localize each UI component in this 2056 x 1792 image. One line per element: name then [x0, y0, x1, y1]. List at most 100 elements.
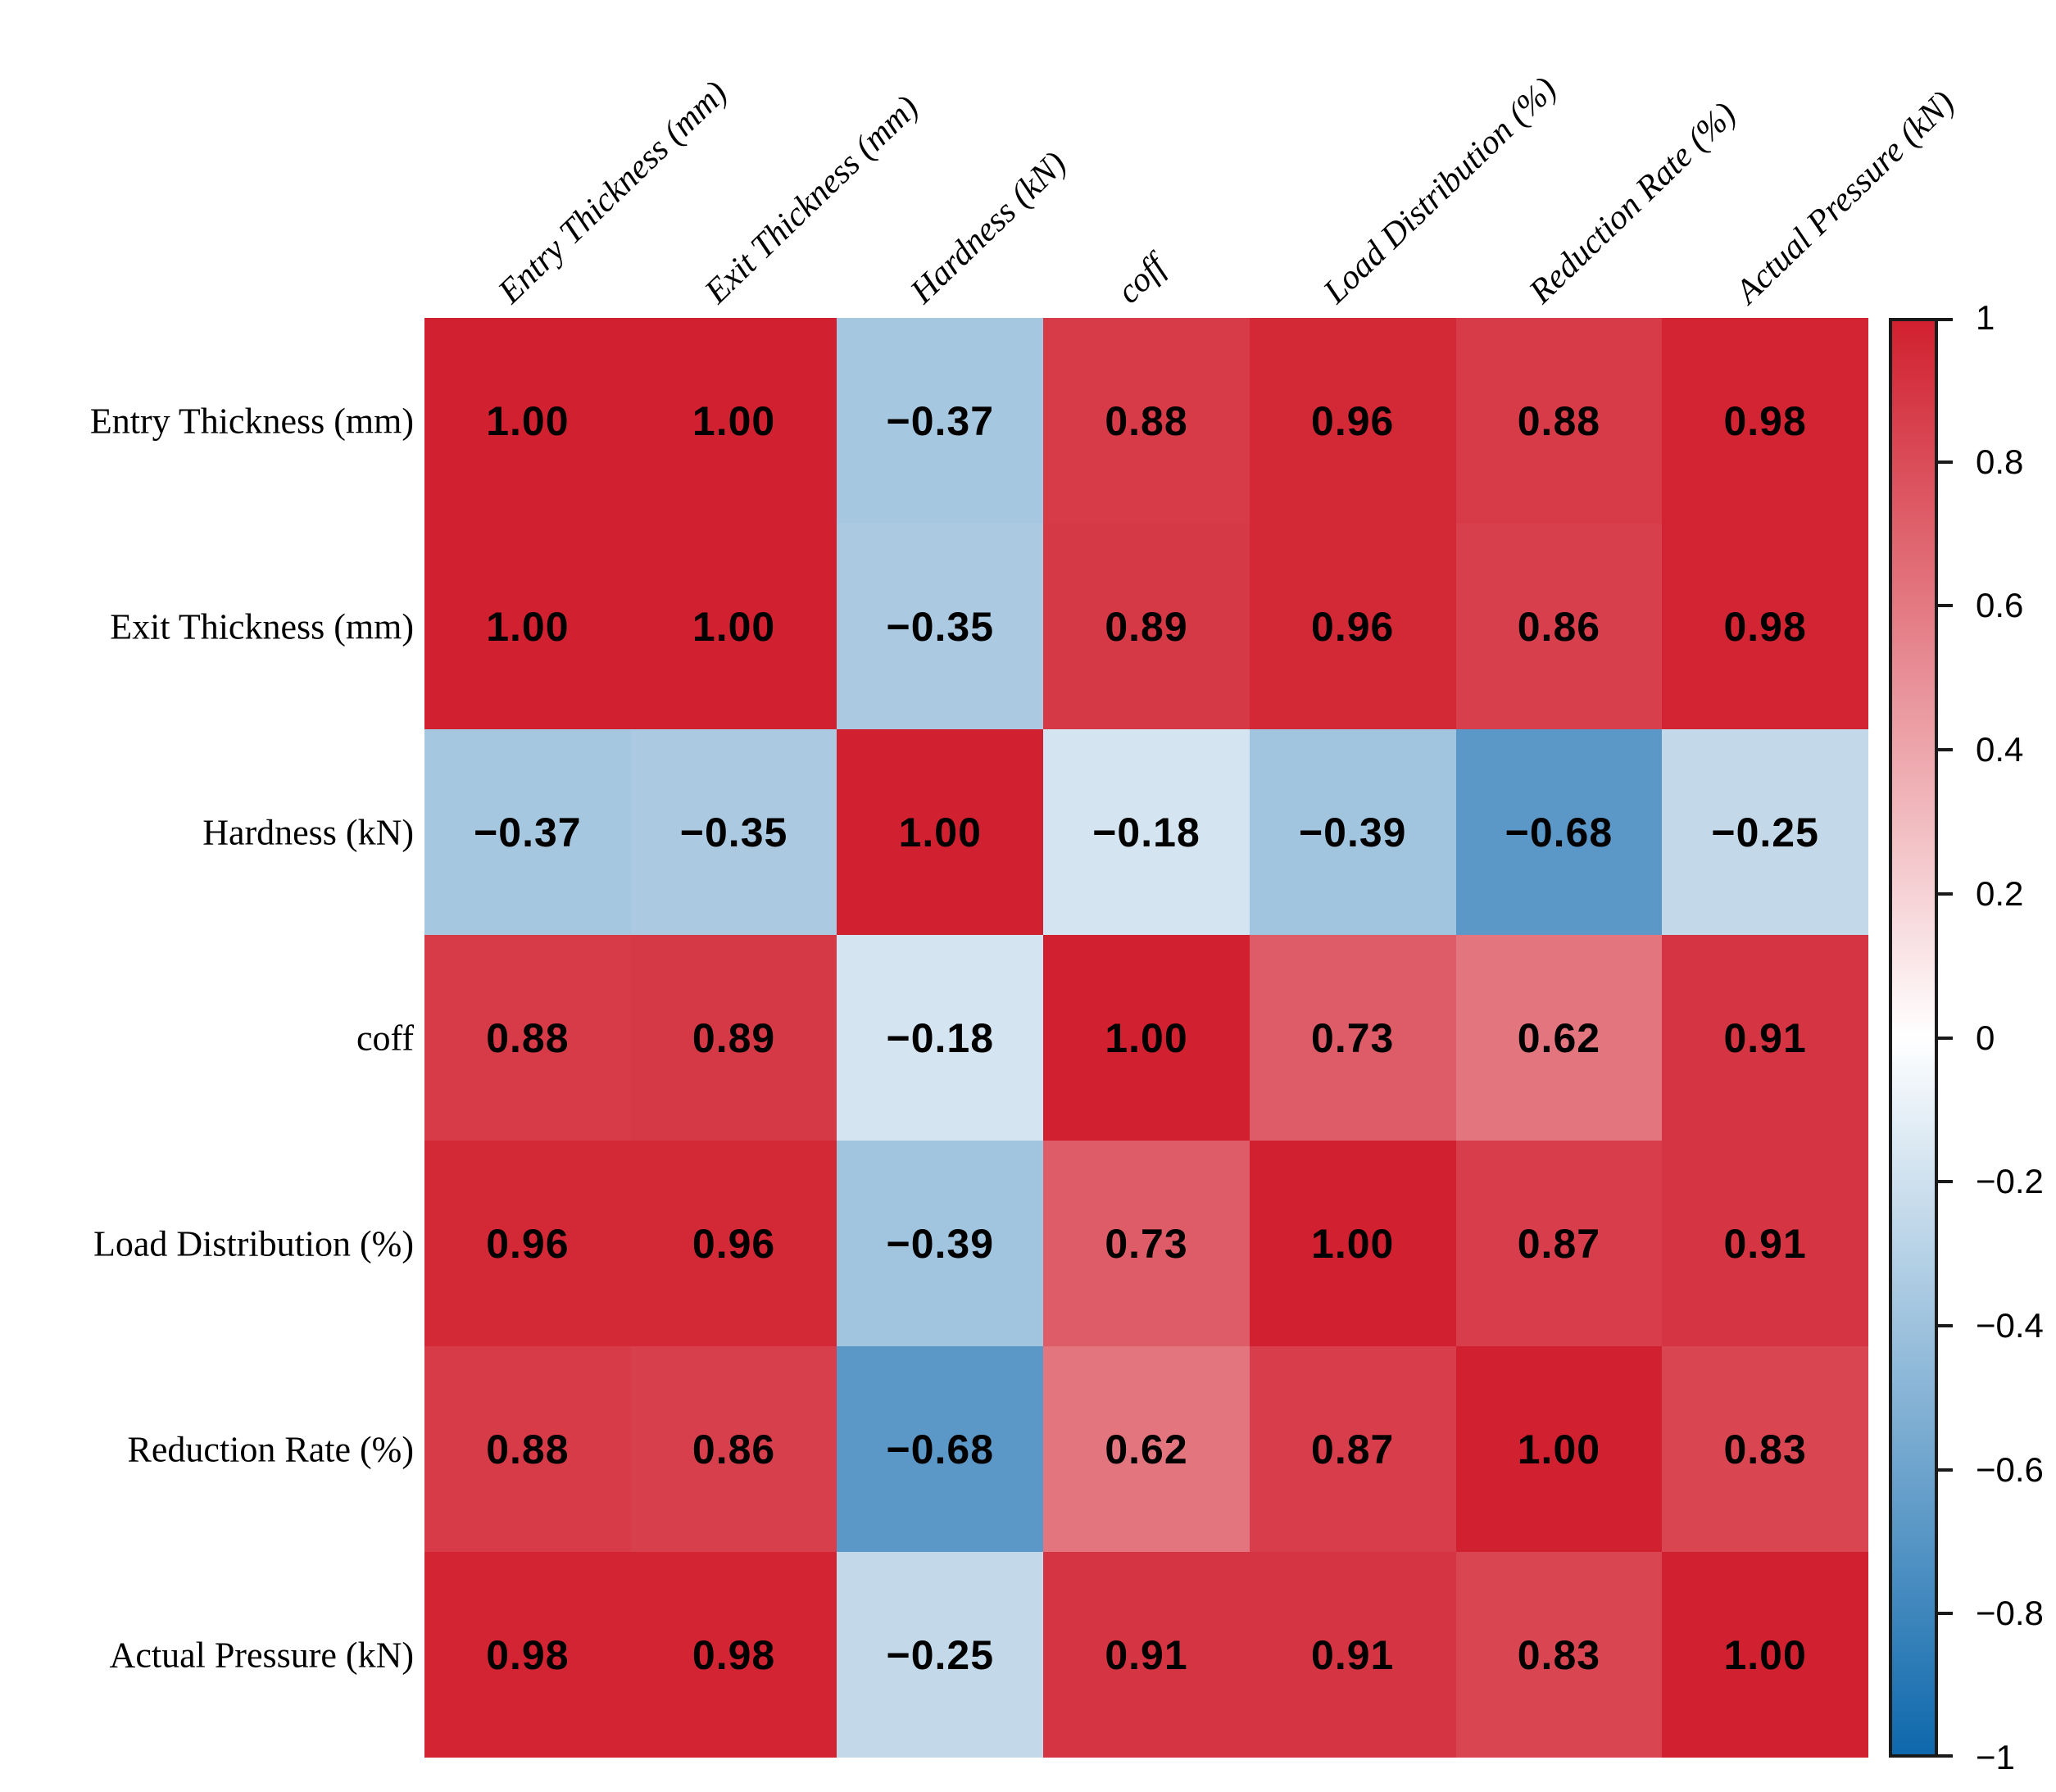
cell-value: 1.00: [1517, 1426, 1601, 1472]
cell-value: −0.25: [886, 1631, 995, 1678]
cell-value: 0.89: [1105, 603, 1188, 650]
cell-value: 0.88: [486, 1426, 570, 1472]
cell-value: 0.86: [692, 1426, 776, 1472]
cell-value: 0.98: [1723, 397, 1807, 444]
colorbar-tick: [1938, 1612, 1953, 1616]
cell-value: 0.88: [486, 1014, 570, 1061]
cell-value: 0.91: [1723, 1014, 1807, 1061]
heatmap-cell: −0.68: [837, 1346, 1044, 1552]
heatmap-cell: 1.00: [1662, 1552, 1868, 1758]
cell-value: 0.88: [1105, 397, 1188, 444]
heatmap-cell: −0.25: [837, 1552, 1044, 1758]
heatmap-cell: 1.00: [1249, 1141, 1456, 1346]
colorbar-tick-label: 0.8: [1976, 442, 2024, 481]
heatmap-cell: 0.91: [1662, 1141, 1868, 1346]
heatmap-cell: 0.89: [630, 935, 837, 1141]
heatmap-cell: 0.73: [1249, 935, 1456, 1141]
colorbar-tick: [1938, 1180, 1953, 1184]
heatmap-cell: −0.37: [424, 729, 631, 935]
cell-value: −0.35: [886, 603, 995, 650]
colorbar-tick: [1938, 318, 1953, 321]
heatmap-cell: −0.68: [1455, 729, 1663, 935]
heatmap-cell: 1.00: [424, 524, 631, 729]
column-label: Entry Thickness (mm): [491, 74, 735, 311]
colorbar-tick-label: −0.6: [1976, 1449, 2044, 1489]
cell-value: 1.00: [486, 603, 570, 650]
cell-value: 0.91: [1723, 1220, 1807, 1267]
colorbar-tick: [1938, 1323, 1953, 1327]
cell-value: 0.87: [1311, 1426, 1395, 1472]
cell-value: 0.98: [486, 1631, 570, 1678]
heatmap-cell: 0.91: [1043, 1552, 1250, 1758]
column-label: Actual Pressure (kN): [1728, 84, 1963, 311]
row-label: Exit Thickness (mm): [110, 606, 414, 646]
heatmap-cell: −0.39: [1249, 729, 1456, 935]
heatmap-cell: 1.00: [424, 318, 631, 524]
heatmap-cell: 0.87: [1455, 1141, 1663, 1346]
cell-value: −0.39: [886, 1220, 995, 1267]
cell-value: 0.83: [1517, 1631, 1601, 1678]
colorbar-tick: [1938, 891, 1953, 896]
cell-value: 0.91: [1311, 1631, 1395, 1678]
heatmap-cell: 1.00: [630, 318, 837, 524]
heatmap-cell: 0.83: [1662, 1346, 1868, 1552]
heatmap-cell: 0.86: [630, 1346, 837, 1552]
heatmap-cell: 0.96: [424, 1141, 631, 1346]
colorbar-tick-label: −0.4: [1976, 1305, 2044, 1345]
heatmap-cell: −0.18: [837, 935, 1044, 1141]
colorbar-tick: [1938, 1754, 1953, 1758]
colorbar-tick: [1938, 604, 1953, 608]
heatmap-cell: 0.96: [1249, 318, 1456, 524]
cell-value: 0.98: [692, 1631, 776, 1678]
row-label: Hardness (kN): [202, 812, 414, 852]
cell-value: 1.00: [486, 397, 570, 444]
heatmap-grid: 1.00 1.00 −0.37 0.88 0.96 0.88 0.98 1.00 1.00 −0.…: [424, 318, 1868, 1758]
heatmap-cell: 0.98: [424, 1552, 631, 1758]
cell-value: 0.98: [1723, 603, 1807, 650]
colorbar-tick-label: −0.8: [1976, 1594, 2044, 1633]
row-label: coff: [356, 1018, 414, 1058]
heatmap-cell: 0.87: [1249, 1346, 1456, 1552]
cell-value: 0.91: [1105, 1631, 1188, 1678]
cell-value: 0.73: [1105, 1220, 1188, 1267]
heatmap-cell: 0.89: [1043, 524, 1250, 729]
heatmap-cell: 0.86: [1455, 524, 1663, 729]
cell-value: −0.68: [886, 1426, 995, 1472]
colorbar-tick-label: −1: [1976, 1738, 2015, 1776]
colorbar-tick: [1938, 460, 1953, 464]
cell-value: 1.00: [1723, 1631, 1807, 1678]
column-label: Exit Thickness (mm): [697, 88, 926, 311]
cell-value: −0.25: [1711, 809, 1819, 855]
heatmap-cell: 1.00: [630, 524, 837, 729]
heatmap-cell: 0.98: [1662, 318, 1868, 524]
cell-value: 0.83: [1723, 1426, 1807, 1472]
heatmap-cell: −0.37: [837, 318, 1044, 524]
cell-value: 1.00: [1105, 1014, 1188, 1061]
cell-value: −0.68: [1505, 809, 1613, 855]
colorbar-tick-label: −0.2: [1976, 1162, 2044, 1201]
heatmap-cell: 0.83: [1455, 1552, 1663, 1758]
heatmap-cell: 0.88: [424, 935, 631, 1141]
heatmap-cell: 0.91: [1249, 1552, 1456, 1758]
heatmap-cell: −0.25: [1662, 729, 1868, 935]
colorbar-ticks: 1 0.8 0.6 0.4 0.2 0 −0.2 −0.4 −0.6 −0.8 −1: [1889, 298, 2053, 1776]
cell-value: 0.96: [1311, 397, 1395, 444]
heatmap-cell: 0.96: [630, 1141, 837, 1346]
heatmap-cell: 0.96: [1249, 524, 1456, 729]
cell-value: −0.37: [886, 397, 995, 444]
cell-value: 0.86: [1517, 603, 1601, 650]
cell-value: 0.88: [1517, 397, 1601, 444]
cell-value: 0.96: [692, 1220, 776, 1267]
row-labels: Entry Thickness (mm) Exit Thickness (mm) H…: [0, 318, 414, 1758]
cell-value: −0.18: [886, 1014, 995, 1061]
heatmap-cell: −0.35: [630, 729, 837, 935]
cell-value: 0.96: [486, 1220, 570, 1267]
colorbar-tick: [1938, 748, 1953, 752]
colorbar-tick-label: 0.2: [1976, 873, 2024, 913]
cell-value: −0.39: [1298, 809, 1407, 855]
cell-value: 0.89: [692, 1014, 776, 1061]
colorbar-tick-label: 1: [1976, 298, 1995, 337]
cell-value: 0.87: [1517, 1220, 1601, 1267]
heatmap-cell: 0.62: [1455, 935, 1663, 1141]
